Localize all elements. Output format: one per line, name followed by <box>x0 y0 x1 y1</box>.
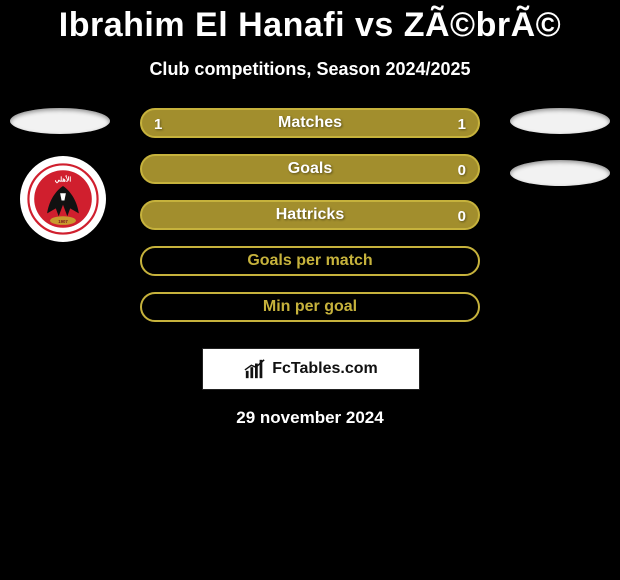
stat-right-value: 1 <box>458 110 466 140</box>
stat-label: Goals <box>288 160 332 178</box>
site-logo[interactable]: FcTables.com <box>202 348 420 390</box>
stat-row-mpg: Min per goal <box>140 292 480 322</box>
stat-row-goals: Goals 0 <box>140 154 480 184</box>
bar-chart-icon <box>244 358 266 380</box>
club-badge: الأهلي 1907 <box>20 156 106 242</box>
stat-right-value: 0 <box>458 156 466 186</box>
stat-left-value: 1 <box>154 110 162 140</box>
svg-text:الأهلي: الأهلي <box>55 175 72 184</box>
page-subtitle: Club competitions, Season 2024/2025 <box>0 59 620 80</box>
stat-right-value: 0 <box>458 202 466 232</box>
svg-text:1907: 1907 <box>58 219 68 224</box>
left-player-pill <box>10 108 110 134</box>
page-title: Ibrahim El Hanafi vs ZÃ©brÃ© <box>0 0 620 45</box>
stat-label: Hattricks <box>276 206 344 224</box>
content-area: الأهلي 1907 1 Matches 1 Goals 0 Hattrick… <box>0 108 620 428</box>
site-logo-text: FcTables.com <box>272 360 378 378</box>
footer-date: 29 november 2024 <box>0 408 620 428</box>
club-badge-icon: الأهلي 1907 <box>27 163 99 235</box>
right-player-pill-2 <box>510 160 610 186</box>
stat-label: Goals per match <box>247 252 372 270</box>
right-player-pill-1 <box>510 108 610 134</box>
stat-label: Min per goal <box>263 298 357 316</box>
page-root: Ibrahim El Hanafi vs ZÃ©brÃ© Club compet… <box>0 0 620 580</box>
stat-row-gpm: Goals per match <box>140 246 480 276</box>
stat-label: Matches <box>278 114 342 132</box>
stats-column: 1 Matches 1 Goals 0 Hattricks 0 Goals pe… <box>140 108 480 338</box>
stat-row-hattricks: Hattricks 0 <box>140 200 480 230</box>
stat-row-matches: 1 Matches 1 <box>140 108 480 138</box>
